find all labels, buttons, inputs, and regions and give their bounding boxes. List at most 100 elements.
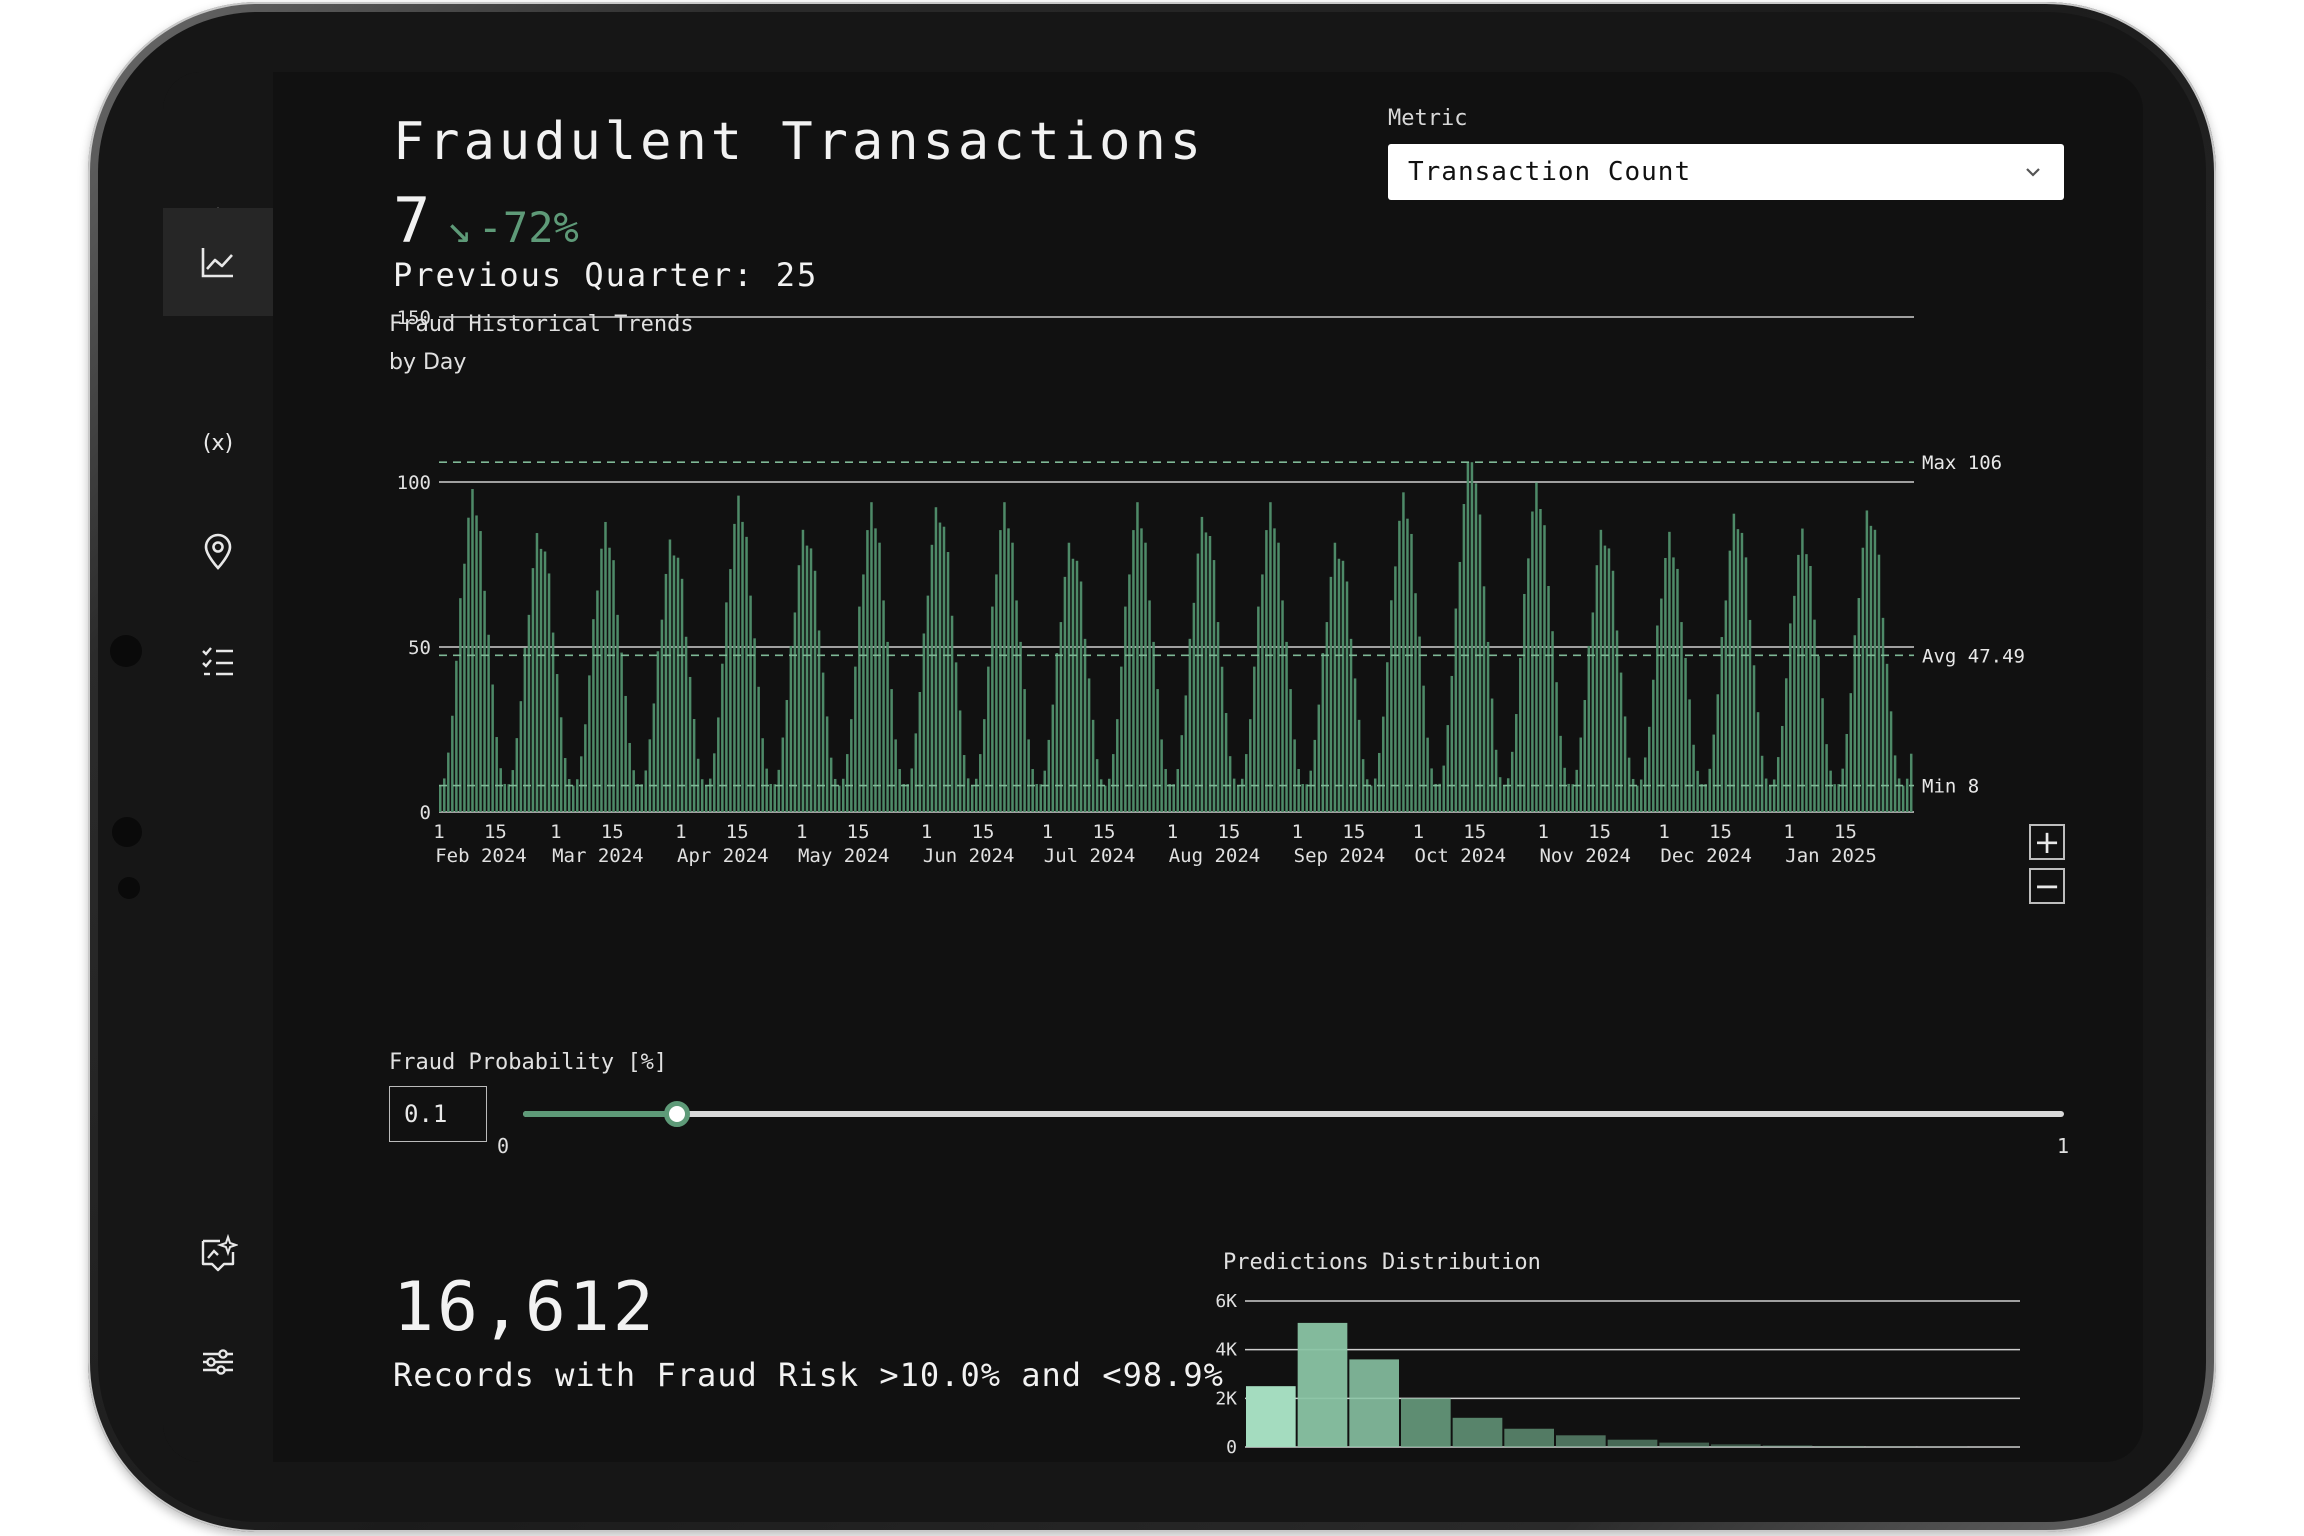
trend-bar: [1071, 558, 1075, 812]
x-tick-label: 15: [1342, 821, 1365, 843]
trend-bar: [1249, 719, 1252, 812]
y-tick-label: 50: [408, 637, 431, 659]
trend-bar: [987, 666, 990, 812]
trend-bar: [1712, 734, 1715, 812]
distribution-chart: 0 2K 4K 6K: [1215, 1291, 2020, 1458]
x-tick-label: 15: [726, 821, 749, 843]
x-tick-label: 15: [972, 821, 995, 843]
trend-bar: [805, 545, 809, 812]
trend-bar: [1595, 565, 1599, 812]
trend-bar: [902, 784, 905, 812]
x-tick-label: 15: [847, 821, 870, 843]
trend-bar: [1063, 576, 1067, 812]
trend-bar: [1603, 545, 1607, 812]
trend-bar: [588, 675, 591, 812]
slider-thumb[interactable]: [664, 1101, 691, 1127]
trend-bar: [709, 778, 712, 812]
trend-bar: [1184, 695, 1188, 812]
trend-bar: [918, 691, 922, 812]
distribution-bar: [1504, 1428, 1554, 1447]
trend-bar: [1132, 530, 1135, 812]
trend-bar: [1825, 744, 1828, 812]
trend-bar: [1055, 653, 1059, 812]
trend-bar: [1220, 666, 1224, 812]
slider-fill: [523, 1111, 678, 1117]
trend-bar: [1643, 757, 1647, 812]
previous-quarter: Previous Quarter: 25: [393, 256, 819, 294]
trend-bar: [1478, 514, 1482, 812]
nav-insights[interactable]: [163, 1200, 273, 1308]
trend-bar: [1809, 566, 1812, 812]
trend-bar: [1378, 752, 1381, 812]
trend-bar: [1293, 739, 1296, 812]
zoom-in-button[interactable]: +: [2029, 824, 2065, 860]
trend-bar: [451, 715, 454, 812]
trend-bar: [870, 502, 873, 812]
trend-bar: [753, 638, 756, 812]
trend-bar: [596, 590, 599, 812]
trend-bar: [785, 700, 789, 812]
trend-bar: [1180, 735, 1184, 812]
trend-bar: [684, 636, 688, 812]
trend-bar: [636, 784, 639, 812]
fraud-probability-slider[interactable]: [523, 1101, 2064, 1127]
trend-bar: [898, 769, 901, 812]
nav-checklist[interactable]: [163, 608, 273, 716]
trend-bar: [1031, 769, 1034, 812]
trend-bar: [833, 778, 837, 812]
x-month-label: May 2024: [798, 845, 890, 867]
trend-bar: [1112, 754, 1115, 812]
trend-bar: [842, 778, 845, 812]
trend-bar: [1821, 698, 1824, 812]
x-tick-label: 15: [1217, 821, 1240, 843]
trend-bar: [1289, 689, 1292, 812]
trend-bar: [1559, 735, 1562, 812]
distribution-bar: [1866, 1446, 1916, 1447]
x-tick-label: 1: [433, 821, 444, 843]
checklist-icon: [202, 647, 233, 676]
nav-settings[interactable]: [163, 1308, 273, 1416]
trend-bar: [769, 783, 772, 812]
trend-bar: [866, 530, 869, 812]
trend-bar: [1015, 600, 1018, 812]
trend-bar: [475, 515, 478, 812]
trend-bar: [1494, 749, 1498, 812]
trend-bar: [1414, 593, 1417, 812]
fraud-probability-input[interactable]: 0.1: [389, 1086, 487, 1142]
trend-bar: [1426, 737, 1429, 812]
trend-bar: [1543, 525, 1546, 812]
trend-bar: [817, 630, 821, 812]
trend-bar: [1039, 784, 1042, 812]
trend-bar: [846, 754, 849, 812]
page-title: Fraudulent Transactions: [393, 112, 1206, 172]
x-tick-label: 15: [1463, 821, 1486, 843]
x-tick-label: 1: [675, 821, 686, 843]
trend-bar: [600, 548, 603, 812]
trend-bar: [555, 674, 559, 812]
trend-bar: [1305, 784, 1308, 812]
trend-bar: [632, 770, 635, 812]
slider-max-label: 1: [2057, 1134, 2070, 1158]
trend-bar: [1019, 641, 1022, 812]
nav-variables[interactable]: (x): [163, 388, 273, 496]
trend-bar: [576, 779, 579, 812]
trend-bar: [1470, 462, 1474, 812]
trend-bar: [761, 738, 764, 812]
trend-bar: [1909, 753, 1913, 812]
trend-bar: [934, 507, 938, 812]
nav-trends[interactable]: [163, 208, 273, 316]
trend-bar: [519, 701, 523, 812]
reference-label: Avg 47.49: [1922, 645, 2025, 667]
trend-bar: [942, 526, 946, 812]
metric-select[interactable]: Transaction Count: [1388, 144, 2064, 200]
nav-location[interactable]: [163, 498, 273, 606]
trend-bar: [1277, 542, 1280, 812]
sensor-dot: [112, 817, 142, 847]
trend-bar: [1317, 704, 1321, 812]
zoom-out-button[interactable]: −: [2029, 868, 2065, 904]
y-tick-label: 2K: [1215, 1388, 1237, 1409]
trend-bar: [1905, 778, 1909, 812]
trend-bar: [999, 530, 1002, 812]
trend-bar: [1107, 778, 1111, 812]
trend-bar: [1406, 518, 1409, 812]
